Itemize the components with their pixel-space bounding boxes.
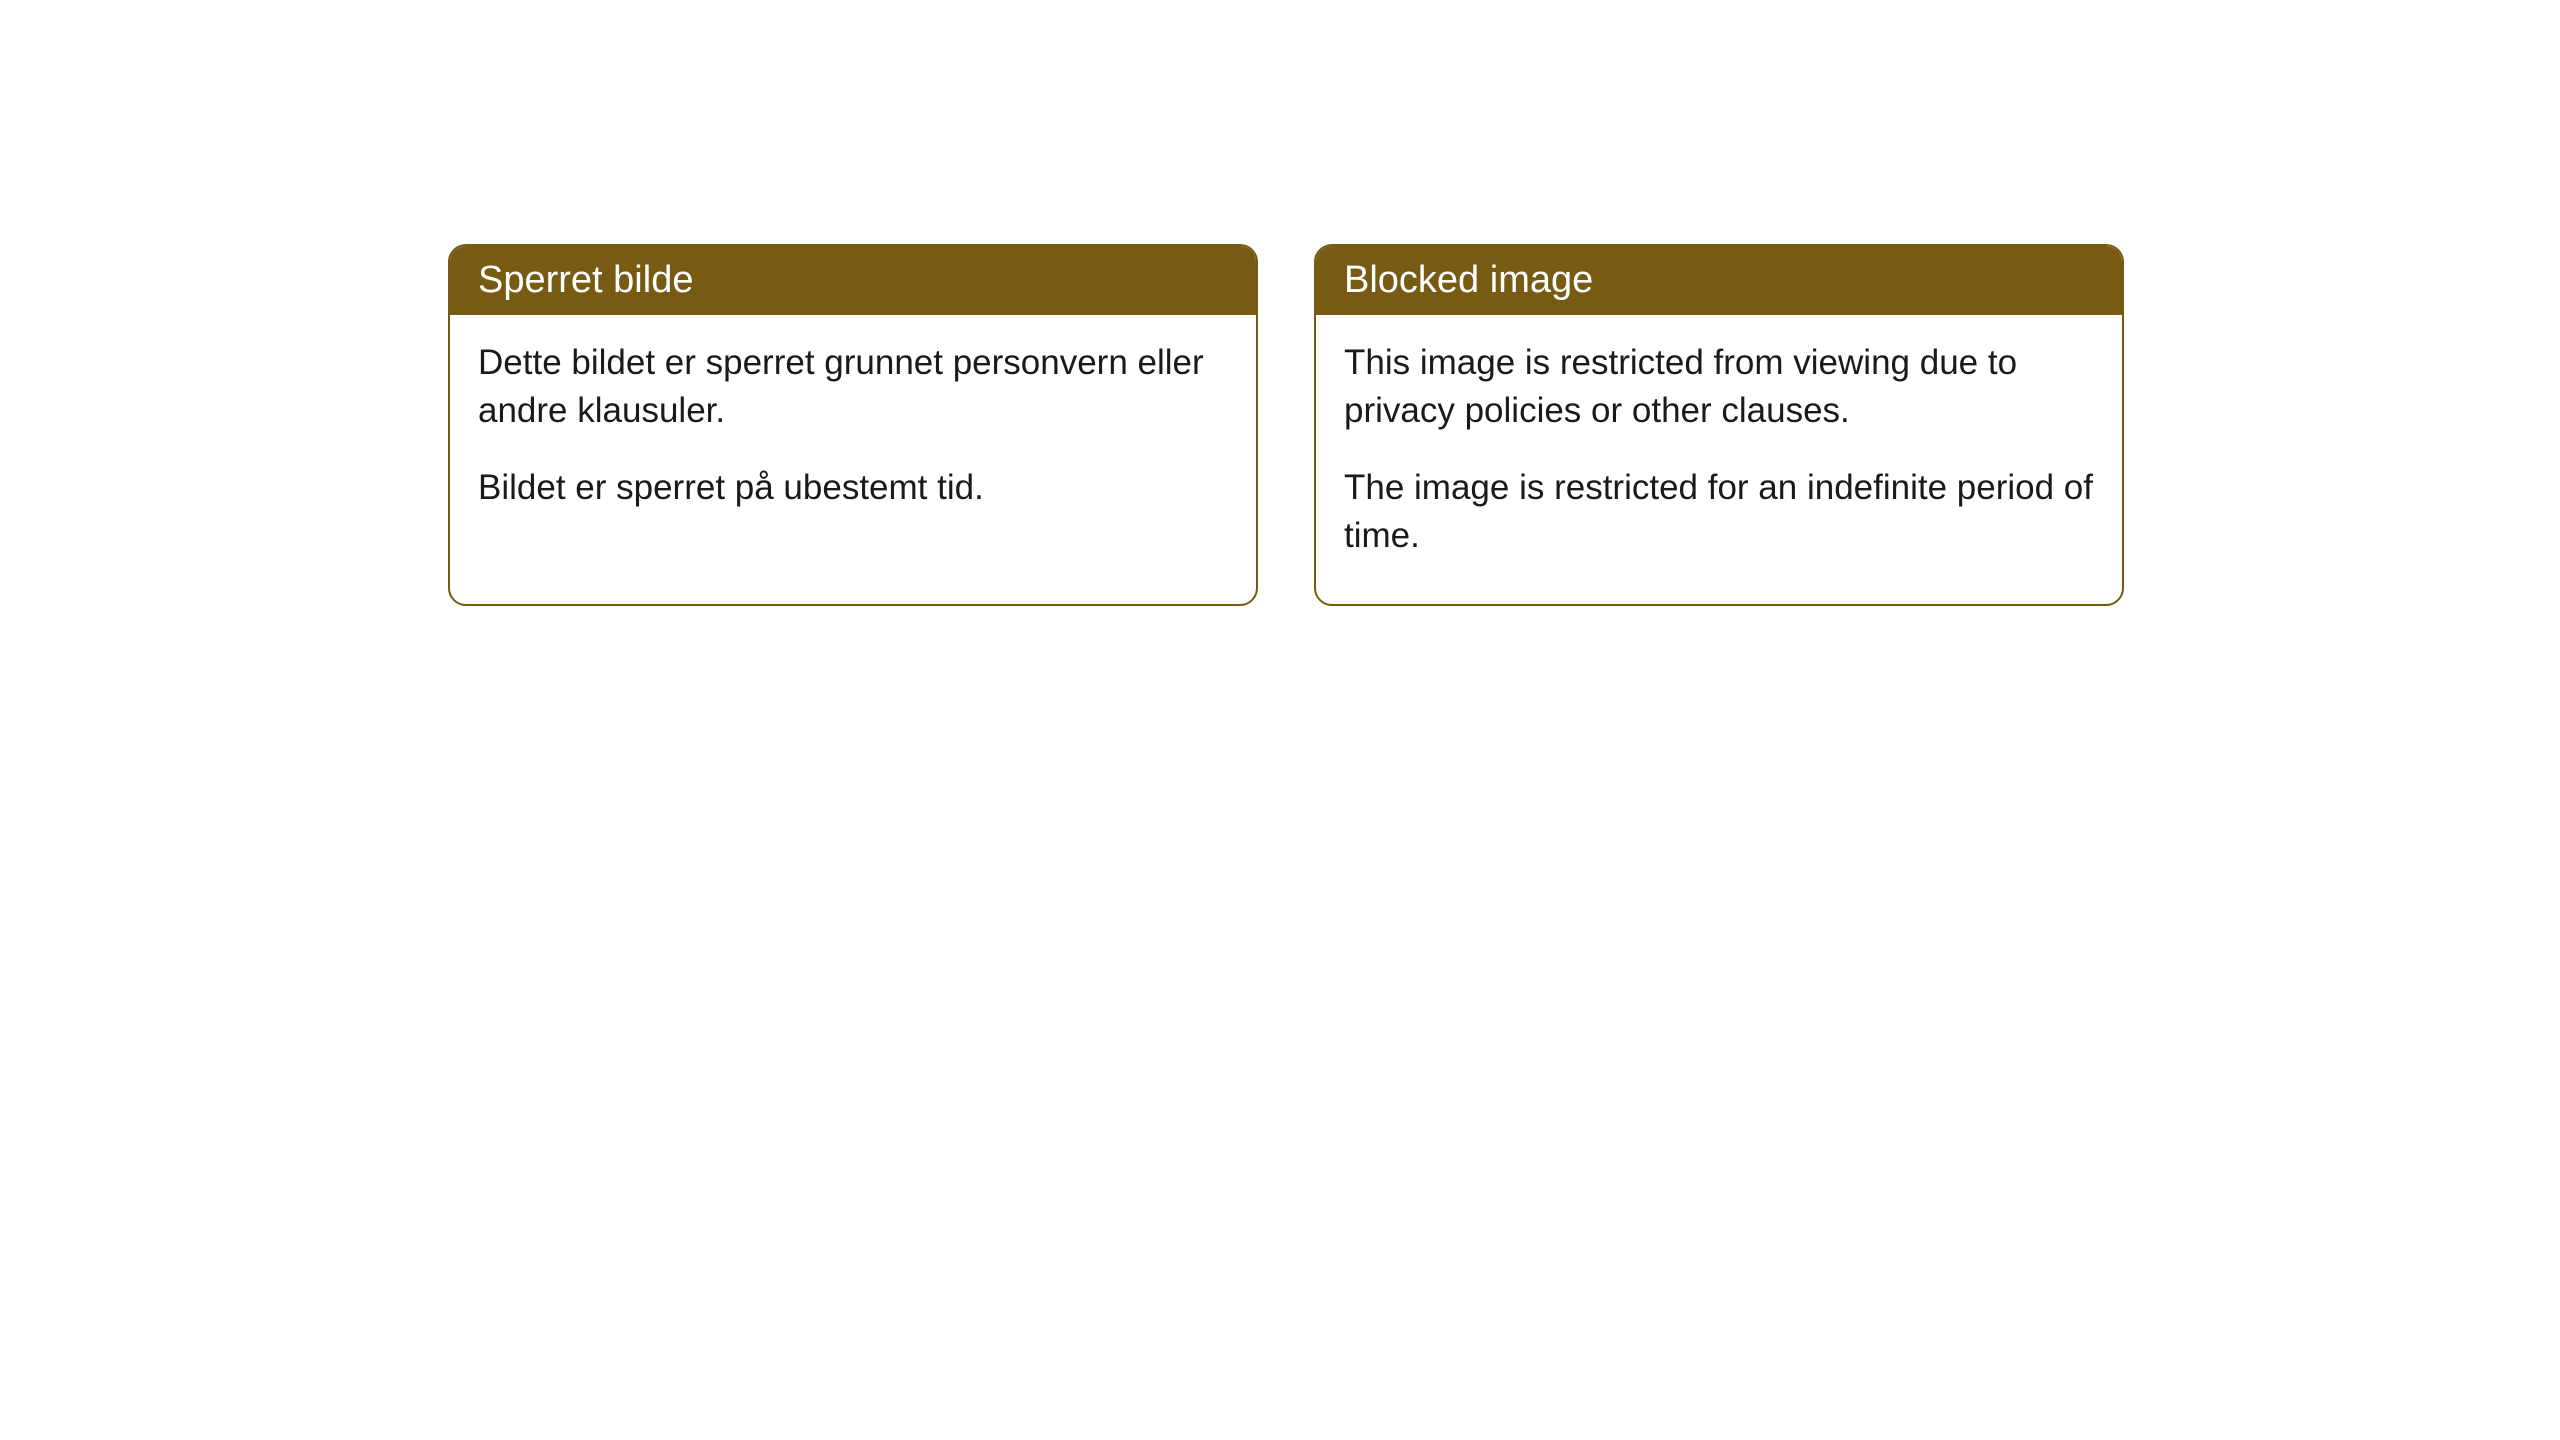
card-body-no: Dette bildet er sperret grunnet personve…: [450, 315, 1256, 556]
blocked-image-card-no: Sperret bilde Dette bildet er sperret gr…: [448, 244, 1258, 606]
blocked-image-card-en: Blocked image This image is restricted f…: [1314, 244, 2124, 606]
notice-container: Sperret bilde Dette bildet er sperret gr…: [0, 0, 2560, 606]
card-header-en: Blocked image: [1316, 246, 2122, 315]
card-paragraph-1-en: This image is restricted from viewing du…: [1344, 339, 2094, 436]
card-header-no: Sperret bilde: [450, 246, 1256, 315]
card-paragraph-2-en: The image is restricted for an indefinit…: [1344, 464, 2094, 561]
card-body-en: This image is restricted from viewing du…: [1316, 315, 2122, 604]
card-paragraph-1-no: Dette bildet er sperret grunnet personve…: [478, 339, 1228, 436]
card-paragraph-2-no: Bildet er sperret på ubestemt tid.: [478, 464, 1228, 512]
